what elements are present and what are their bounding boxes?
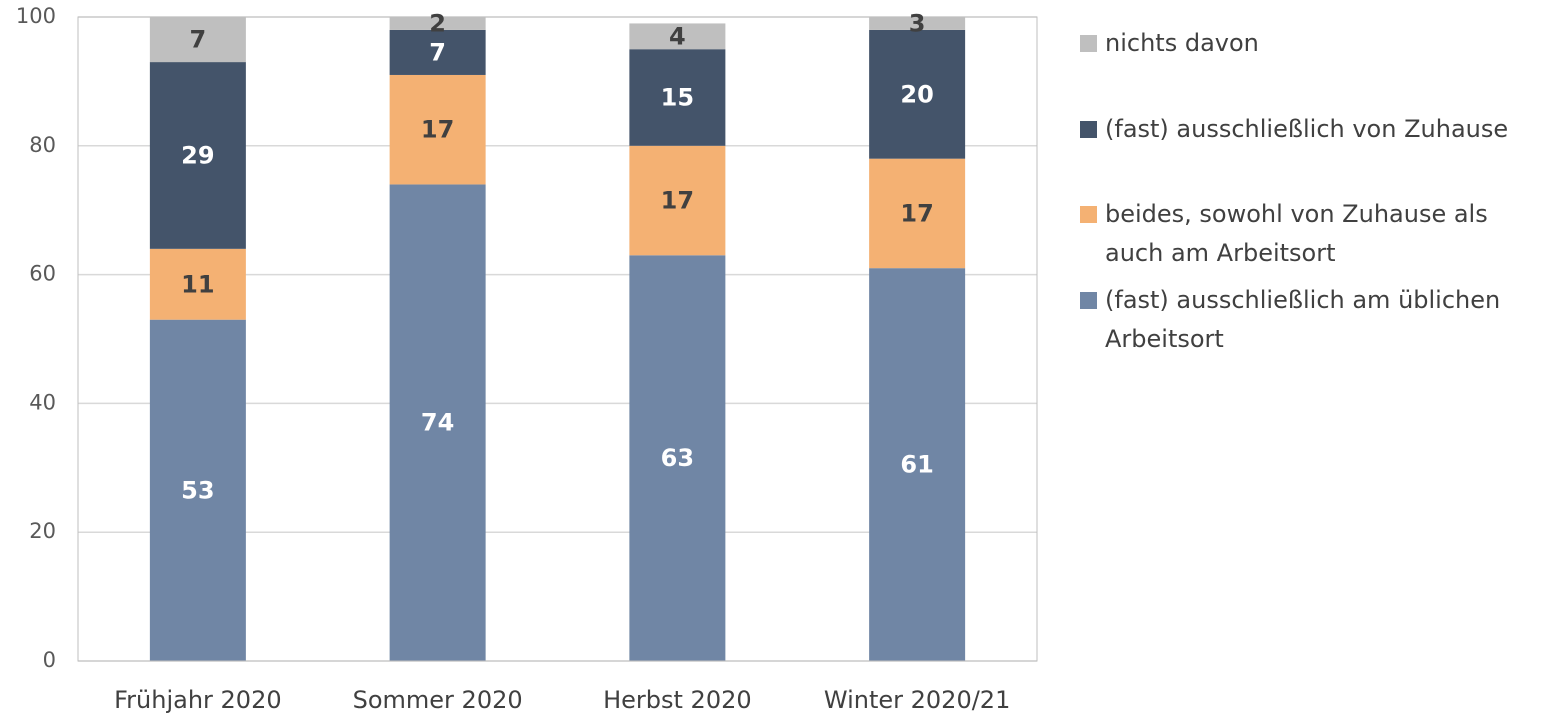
data-label: 2 xyxy=(429,9,446,37)
data-label: 17 xyxy=(661,187,694,215)
legend-label: nichts davon xyxy=(1105,29,1259,57)
plot-frame xyxy=(77,16,1038,662)
legend-item: (fast) ausschließlich von Zuhause xyxy=(1080,110,1530,149)
bar-segment xyxy=(149,319,246,661)
legend-item: nichts davon xyxy=(1080,24,1530,63)
data-label: 61 xyxy=(900,451,933,479)
bar-segment xyxy=(389,17,486,30)
data-label: 20 xyxy=(900,80,933,108)
legend-swatch xyxy=(1080,292,1097,309)
legend: nichts davon (fast) ausschließlich von Zu… xyxy=(1080,24,1530,359)
y-tick-label: 20 xyxy=(29,519,56,543)
y-tick-label: 60 xyxy=(29,262,56,286)
legend-swatch xyxy=(1080,121,1097,138)
y-tick-label: 40 xyxy=(29,390,56,414)
data-label: 29 xyxy=(181,141,214,169)
bar-segment xyxy=(389,29,486,75)
legend-swatch xyxy=(1080,206,1097,223)
data-label: 17 xyxy=(421,116,454,144)
data-label: 17 xyxy=(900,199,933,227)
y-tick-label: 0 xyxy=(43,648,56,672)
legend-item: (fast) ausschließlich am üblichen Arbeit… xyxy=(1080,281,1530,359)
data-label: 63 xyxy=(661,444,694,472)
data-label: 15 xyxy=(661,84,694,112)
legend-swatch xyxy=(1080,35,1097,52)
y-tick-label: 100 xyxy=(16,4,56,28)
legend-label: beides, sowohl von Zuhause als auch am A… xyxy=(1105,200,1488,267)
bar-segment xyxy=(629,49,726,146)
bar-segment xyxy=(389,184,486,661)
bar-segment xyxy=(869,29,966,159)
bar-segment xyxy=(629,145,726,256)
legend-item: beides, sowohl von Zuhause als auch am A… xyxy=(1080,195,1530,273)
data-label: 74 xyxy=(421,409,454,437)
data-label: 11 xyxy=(181,270,214,298)
data-label: 7 xyxy=(429,38,446,66)
bar-segment xyxy=(149,248,246,320)
data-label: 7 xyxy=(190,26,207,54)
data-label: 53 xyxy=(181,476,214,504)
bar-segment xyxy=(629,23,726,50)
x-tick-label: Frühjahr 2020 xyxy=(114,686,282,714)
bars xyxy=(149,17,966,661)
data-label: 3 xyxy=(909,9,926,37)
bar-segment xyxy=(629,255,726,661)
y-tick-label: 80 xyxy=(29,133,56,157)
x-tick-label: Winter 2020/21 xyxy=(824,686,1010,714)
bar-segment xyxy=(869,17,966,30)
labels: 0 20 40 60 80 100 Frühjahr 2020 53 11 29 7 Sommer 2… xyxy=(16,4,1010,714)
chart: 0 20 40 60 80 100 Frühjahr 2020 53 11 29 7 Sommer 2… xyxy=(16,4,1038,714)
x-tick-label: Herbst 2020 xyxy=(603,686,752,714)
legend-label: (fast) ausschließlich von Zuhause xyxy=(1105,115,1509,143)
bar-segment xyxy=(869,268,966,661)
bar-segment xyxy=(149,17,246,63)
x-tick-label: Sommer 2020 xyxy=(353,686,523,714)
legend-label: (fast) ausschließlich am üblichen Arbeit… xyxy=(1105,286,1501,353)
bar-segment xyxy=(149,62,246,249)
bar-segment xyxy=(389,74,486,185)
data-label: 4 xyxy=(669,22,686,50)
bar-segment xyxy=(869,158,966,269)
